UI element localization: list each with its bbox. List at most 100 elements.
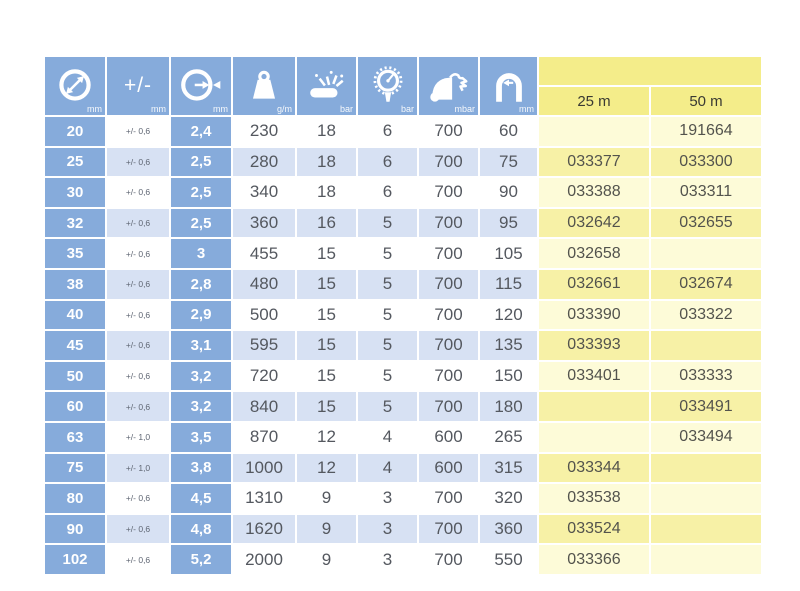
cell-working-pressure: 6 [358, 178, 417, 207]
cell-weight: 870 [233, 422, 295, 452]
cell-inner-diameter: 50 [45, 361, 105, 391]
cell-inner-diameter: 25 [45, 147, 105, 177]
cell-burst-pressure: 12 [297, 422, 356, 452]
cell-code-25m: 033538 [539, 484, 649, 513]
cell-weight: 2000 [233, 545, 295, 574]
unit-label: g/m [276, 104, 292, 114]
cell-vacuum: 700 [419, 361, 478, 391]
cell-working-pressure: 5 [358, 208, 417, 238]
cell-weight: 1000 [233, 453, 295, 483]
cell-wall-thickness: 3,8 [171, 453, 231, 483]
cell-inner-diameter: 80 [45, 484, 105, 513]
cell-code-50m: 033494 [651, 422, 761, 452]
cell-wall-thickness: 3,2 [171, 361, 231, 391]
cell-vacuum: 700 [419, 545, 478, 574]
cell-working-pressure: 3 [358, 484, 417, 513]
burst-pressure-icon [309, 70, 344, 98]
cell-vacuum: 700 [419, 484, 478, 513]
vacuum-icon [429, 73, 468, 102]
cell-bend-radius: 135 [480, 331, 537, 360]
cell-tolerance: +/- 0,6 [107, 117, 169, 146]
cell-bend-radius: 150 [480, 361, 537, 391]
unit-label: bar [339, 104, 353, 114]
column-header-weight: g/m [233, 57, 295, 115]
cell-burst-pressure: 18 [297, 117, 356, 146]
cell-burst-pressure: 9 [297, 545, 356, 574]
cell-inner-diameter: 20 [45, 117, 105, 146]
cell-code-25m: 033393 [539, 331, 649, 360]
cell-inner-diameter: 40 [45, 300, 105, 330]
cell-inner-diameter: 63 [45, 422, 105, 452]
cell-wall-thickness: 3,5 [171, 422, 231, 452]
cell-weight: 500 [233, 300, 295, 330]
bend-radius-icon [495, 73, 522, 102]
cell-burst-pressure: 16 [297, 208, 356, 238]
cell-tolerance: +/- 0,6 [107, 178, 169, 207]
cell-inner-diameter: 32 [45, 208, 105, 238]
cell-burst-pressure: 15 [297, 239, 356, 268]
column-header-wall-thickness: mm [171, 57, 231, 115]
cell-wall-thickness: 4,8 [171, 514, 231, 544]
cell-bend-radius: 90 [480, 178, 537, 207]
cell-wall-thickness: 2,8 [171, 269, 231, 299]
cell-burst-pressure: 9 [297, 484, 356, 513]
cell-wall-thickness: 5,2 [171, 545, 231, 574]
cell-code-50m [651, 484, 761, 513]
cell-wall-thickness: 3,1 [171, 331, 231, 360]
cell-code-25m: 033377 [539, 147, 649, 177]
cell-code-50m [651, 331, 761, 360]
cell-code-50m: 033300 [651, 147, 761, 177]
column-header-bend-radius: mm [480, 57, 537, 115]
cell-wall-thickness: 3,2 [171, 392, 231, 421]
cell-vacuum: 700 [419, 147, 478, 177]
column-header-50m: 50 m [651, 87, 761, 115]
cell-weight: 455 [233, 239, 295, 268]
cell-code-25m [539, 422, 649, 452]
cell-code-25m: 033388 [539, 178, 649, 207]
cell-vacuum: 700 [419, 269, 478, 299]
cell-wall-thickness: 2,9 [171, 300, 231, 330]
cell-inner-diameter: 60 [45, 392, 105, 421]
cell-bend-radius: 180 [480, 392, 537, 421]
cell-bend-radius: 105 [480, 239, 537, 268]
cell-code-25m [539, 117, 649, 146]
cell-code-25m: 033524 [539, 514, 649, 544]
cell-burst-pressure: 15 [297, 331, 356, 360]
cell-burst-pressure: 15 [297, 361, 356, 391]
cell-code-50m: 033333 [651, 361, 761, 391]
cell-burst-pressure: 12 [297, 453, 356, 483]
cell-vacuum: 700 [419, 331, 478, 360]
cell-weight: 480 [233, 269, 295, 299]
cell-code-50m: 032655 [651, 208, 761, 238]
cell-code-50m: 033491 [651, 392, 761, 421]
working-pressure-icon [373, 66, 402, 102]
inner-diameter-icon [59, 69, 91, 101]
cell-code-50m [651, 239, 761, 268]
cell-code-50m: 033311 [651, 178, 761, 207]
cell-working-pressure: 3 [358, 545, 417, 574]
cell-vacuum: 600 [419, 453, 478, 483]
cell-burst-pressure: 9 [297, 514, 356, 544]
cell-bend-radius: 60 [480, 117, 537, 146]
cell-vacuum: 700 [419, 514, 478, 544]
cell-weight: 595 [233, 331, 295, 360]
cell-working-pressure: 4 [358, 453, 417, 483]
cell-working-pressure: 5 [358, 239, 417, 268]
cell-inner-diameter: 75 [45, 453, 105, 483]
cell-code-50m [651, 514, 761, 544]
cell-working-pressure: 5 [358, 269, 417, 299]
cell-bend-radius: 265 [480, 422, 537, 452]
cell-bend-radius: 320 [480, 484, 537, 513]
unit-label: mbar [454, 104, 475, 114]
cell-working-pressure: 5 [358, 361, 417, 391]
cell-code-50m: 032674 [651, 269, 761, 299]
column-header-25m: 25 m [539, 87, 649, 115]
cell-weight: 720 [233, 361, 295, 391]
cell-working-pressure: 6 [358, 117, 417, 146]
cell-burst-pressure: 18 [297, 178, 356, 207]
cell-burst-pressure: 15 [297, 392, 356, 421]
cell-inner-diameter: 30 [45, 178, 105, 207]
cell-weight: 1310 [233, 484, 295, 513]
cell-inner-diameter: 38 [45, 269, 105, 299]
cell-code-25m: 033344 [539, 453, 649, 483]
